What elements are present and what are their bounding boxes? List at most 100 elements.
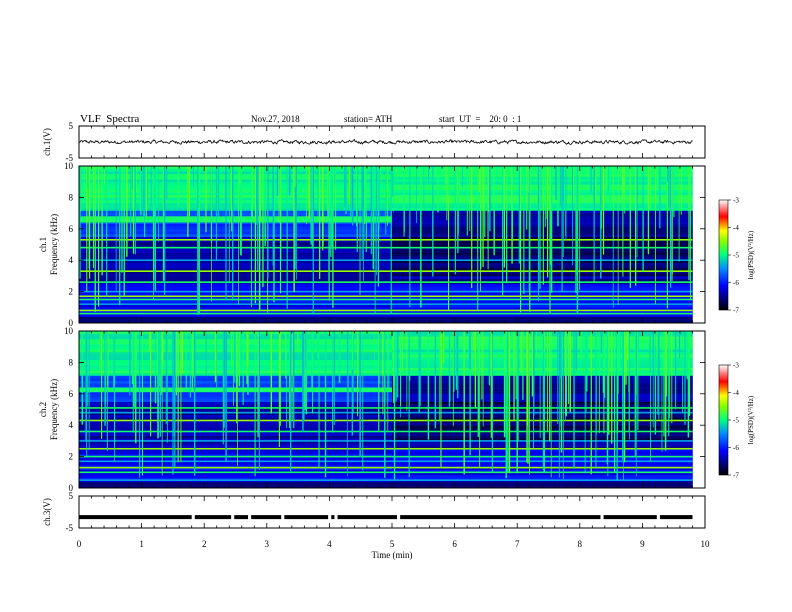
ch2-spectrogram-narrowband-line xyxy=(79,460,693,463)
ch2-spectrogram-narrowband-line xyxy=(79,419,693,422)
ch1-spectrogram-cell xyxy=(79,286,393,290)
x-tick-label: 7 xyxy=(515,539,520,549)
ch1-spectrogram-cell xyxy=(79,244,393,248)
ch1-spectrogram-narrowband-line xyxy=(79,295,693,298)
ch1-spectrogram-cell xyxy=(392,189,693,193)
ch1-spectrogram-y-tick-label: 2 xyxy=(69,287,74,297)
ch1-spectrogram-cell xyxy=(392,249,693,253)
ch1-spectrogram-cell xyxy=(392,283,693,287)
ch2-spectrogram-narrowband-line xyxy=(79,411,693,414)
ch1-spectrogram-cell xyxy=(79,260,393,264)
ch2-spectrogram-cell xyxy=(392,472,693,476)
ch1-spectrogram-cell xyxy=(79,168,393,172)
ch1-spectrogram-cell xyxy=(392,231,693,235)
ch1-spectrogram-cell xyxy=(392,234,693,237)
ch1-spectrogram-low-band xyxy=(79,316,693,323)
ch1-spectrogram-cell xyxy=(79,176,393,180)
ch1-spectrogram-cell xyxy=(79,213,393,217)
ch2-spectrogram-heatmap xyxy=(79,331,693,489)
ch2-spectrogram-cell xyxy=(79,399,393,402)
ch2-spectrogram-cell xyxy=(79,372,393,376)
ch1-spectrogram-cell xyxy=(392,304,693,308)
ch3-trace-segment xyxy=(400,515,601,520)
header-station: station= ATH xyxy=(344,114,393,124)
ch1-spectrogram-cell xyxy=(392,210,693,214)
ch2-spectrogram-cell xyxy=(392,443,693,447)
ch2-spectrogram-hiss-band xyxy=(79,387,392,393)
ch2-spectrogram-cell xyxy=(79,461,393,465)
ch2-spectrogram-narrowband-line xyxy=(79,479,693,481)
ch1-spectrogram-cell xyxy=(392,299,693,303)
x-tick-label: 10 xyxy=(701,539,711,549)
ch1-spectrogram-cell xyxy=(79,288,393,292)
ch2-spectrogram-cell xyxy=(392,451,693,455)
ch1-spectrogram-cell xyxy=(79,309,393,313)
ch2-spectrogram-cell xyxy=(79,354,393,358)
x-tick-label: 8 xyxy=(578,539,583,549)
ch2-spectrogram-cell xyxy=(392,396,693,400)
ch1-spectrogram-cell xyxy=(392,181,693,185)
ch2-spectrogram-cell xyxy=(392,453,693,457)
ch2-spectrogram-narrowband-line xyxy=(79,447,693,450)
ch1-spectrogram-cell xyxy=(79,171,393,175)
ch3-trace-segment xyxy=(337,515,398,520)
ch2-spectrogram-cell xyxy=(79,346,393,350)
ch1-spectrogram-cell xyxy=(79,236,393,240)
ch2-spectrogram-y-tick-label: 4 xyxy=(69,420,74,430)
ch1-spectrogram-cell xyxy=(392,262,693,266)
ch2-spectrogram-cell xyxy=(392,422,693,426)
ch3-y-tick-label: -5 xyxy=(66,523,74,533)
ch2-spectrogram-cell xyxy=(392,440,693,444)
ch1-spectrogram-cell xyxy=(79,241,393,245)
ch2-spectrogram-cell xyxy=(392,365,693,368)
ch2-spectrogram-colorbar-tick-label: -7 xyxy=(733,472,739,480)
ch2-spectrogram-narrowband-line xyxy=(79,466,693,469)
ch2-spectrogram-cell xyxy=(79,333,393,337)
ch2-spectrogram-cell xyxy=(79,349,393,353)
ch3-y-axis-label: ch.3(V) xyxy=(42,498,52,526)
ch1-spectrogram-cell xyxy=(392,288,693,292)
ch2-spectrogram-cell xyxy=(392,380,693,384)
ch1-spectrogram-cell xyxy=(392,270,693,274)
ch2-spectrogram-cell xyxy=(79,467,393,470)
ch2-spectrogram-cell xyxy=(79,417,393,421)
ch1-spectrogram-cell xyxy=(79,315,393,319)
ch2-spectrogram-colorbar-tick-label: -3 xyxy=(733,362,739,370)
ch2-spectrogram-cell xyxy=(79,380,393,384)
ch1-spectrogram-cell xyxy=(79,166,393,169)
ch1-spectrogram-cell xyxy=(79,257,393,261)
x-tick-label: 1 xyxy=(139,539,144,549)
ch1-spectrogram-cell xyxy=(392,265,693,269)
ch2-spectrogram-cell xyxy=(79,391,393,395)
ch1-y-axis-label: ch.1(V) xyxy=(42,128,52,156)
ch2-spectrogram-cell xyxy=(392,477,693,481)
ch2-spectrogram-cell xyxy=(79,359,393,363)
ch1-spectrogram-cell xyxy=(79,299,393,303)
ch1-spectrogram-cell xyxy=(79,194,393,198)
ch1-spectrogram-cell xyxy=(79,189,393,193)
x-tick-label: 0 xyxy=(77,539,82,549)
ch1-waveform-line xyxy=(78,139,693,145)
ch1-spectrogram-cell xyxy=(392,207,693,211)
ch1-spectrogram-cell xyxy=(392,268,693,271)
ch2-spectrogram-cell xyxy=(79,419,393,423)
ch2-spectrogram-cell xyxy=(392,464,693,468)
ch1-spectrogram-cell xyxy=(79,231,393,235)
ch2-spectrogram-colorbar-tick-label: -5 xyxy=(733,417,739,425)
ch1-y-tick-label: 5 xyxy=(69,121,74,131)
ch3-trace-segment xyxy=(79,515,192,520)
ch2-spectrogram-cell xyxy=(79,425,393,429)
ch2-spectrogram-colorbar xyxy=(718,364,729,476)
ch2-spectrogram-cell xyxy=(392,383,693,387)
ch1-spectrogram-cell xyxy=(392,236,693,240)
ch2-spectrogram-cell xyxy=(392,401,693,405)
x-tick-label: 2 xyxy=(202,539,207,549)
ch1-spectrogram-cell xyxy=(79,252,393,256)
ch1-spectrogram-hiss-band xyxy=(79,216,392,223)
ch2-spectrogram-cell xyxy=(79,404,393,408)
ch2-spectrogram-cell xyxy=(79,451,393,455)
ch2-spectrogram-cell xyxy=(79,409,393,413)
ch1-spectrogram-cell xyxy=(79,247,393,251)
ch1-spectrogram-cell xyxy=(392,186,693,190)
ch2-spectrogram-cell xyxy=(392,435,693,439)
